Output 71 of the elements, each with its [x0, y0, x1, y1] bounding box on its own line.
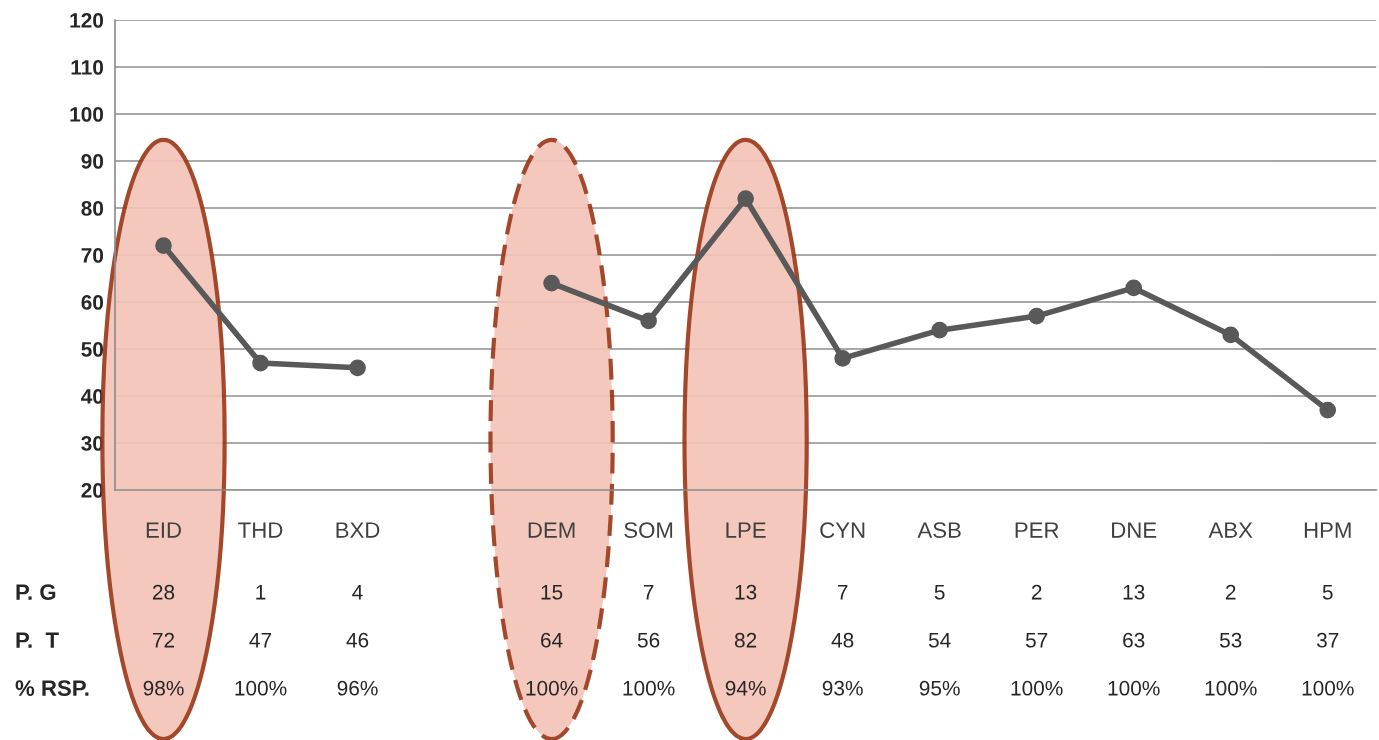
text: % RSP. [15, 680, 89, 696]
data-label: 46 [346, 632, 369, 648]
data-label: 53 [1219, 632, 1242, 648]
point [252, 354, 269, 372]
data-label: 48 [831, 632, 854, 648]
text: 100% [1302, 680, 1354, 696]
text: 100% [623, 680, 675, 696]
point [543, 274, 560, 292]
y-tick-label: 70 [81, 248, 104, 263]
x-tick-label: DNE [1112, 522, 1157, 538]
point [1319, 401, 1337, 419]
data-label: 54 [928, 633, 951, 648]
text: 94% [725, 680, 766, 696]
text: 98% [143, 680, 184, 696]
point [931, 321, 948, 339]
data-label: 56 [637, 632, 660, 648]
text: 4 [352, 585, 363, 600]
data-label: 64 [541, 632, 563, 648]
x-tick-label: PER [1015, 522, 1059, 538]
x-tick-label: ABX [1208, 522, 1253, 538]
x-tick-label: ASB [917, 522, 961, 538]
point [737, 190, 754, 207]
y-tick-label: 60 [81, 295, 104, 310]
point [349, 359, 366, 377]
x-tick-label: THD [238, 522, 283, 538]
text: 7 [643, 585, 654, 600]
text: 28 [152, 584, 175, 600]
x-tick-label: LPE [726, 522, 766, 538]
text: 15 [541, 585, 563, 600]
point [1028, 307, 1046, 325]
x-tick-label: EID [146, 522, 181, 538]
x-tick-label: CYN [820, 522, 865, 538]
text: 100% [1011, 680, 1063, 696]
text: 2 [1031, 584, 1042, 600]
y-tick-label: 50 [81, 342, 104, 357]
text: 96% [337, 680, 378, 696]
x-tick-label: HPM [1304, 522, 1351, 538]
y-tick-label: 100 [70, 107, 104, 122]
data-label: 57 [1025, 633, 1048, 648]
text: 95% [919, 680, 960, 696]
data-label: 82 [734, 632, 757, 648]
x-tick-label: BXD [336, 522, 380, 538]
text: 13 [735, 584, 757, 600]
point [834, 350, 851, 367]
x-tick-label: DEM [528, 522, 575, 538]
text: 100% [235, 680, 287, 696]
y-tick-label: 110 [71, 60, 104, 75]
text: 5 [934, 585, 945, 600]
text: 100% [1205, 680, 1257, 696]
text: 5 [1322, 585, 1333, 600]
point [1222, 326, 1240, 344]
y-tick-label: 120 [70, 13, 104, 28]
data-label: 47 [249, 633, 272, 648]
y-tick-label: 80 [81, 201, 104, 216]
data-label: 72 [152, 632, 175, 648]
y-tick-label: 90 [81, 154, 104, 169]
text: 13 [1123, 584, 1145, 600]
data-label: 37 [1316, 632, 1339, 648]
text: 100% [1108, 680, 1160, 696]
text: P. T [16, 632, 59, 648]
point [1125, 279, 1143, 297]
data-label: 63 [1123, 632, 1145, 648]
text: 2 [1225, 584, 1236, 600]
text: P. G [16, 584, 56, 600]
text: 1 [256, 585, 266, 600]
x-tick-label: SOM [624, 522, 673, 538]
text: 100% [526, 680, 578, 696]
point [155, 237, 172, 254]
text: 93% [822, 680, 863, 696]
point [640, 312, 657, 330]
text: 7 [837, 585, 848, 600]
